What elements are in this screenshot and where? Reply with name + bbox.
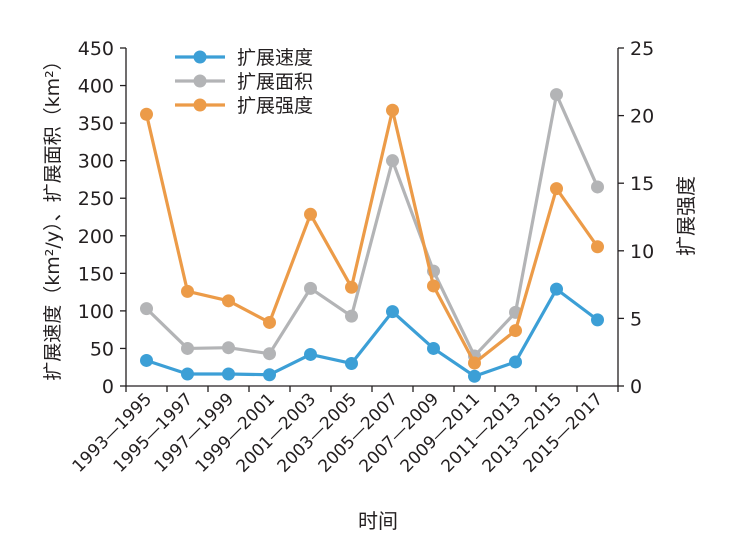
legend-label: 扩展面积 <box>237 71 313 93</box>
data-point <box>222 341 235 355</box>
y-tick-label-right: 15 <box>630 173 654 195</box>
data-point <box>550 182 563 196</box>
data-point <box>222 294 235 308</box>
data-point <box>263 368 276 382</box>
tick-labels: 0501001502002503003504004500510152025199… <box>69 38 655 477</box>
y-axis-title-left: 扩展速度（km²/y）、扩展面积（km²） <box>42 51 64 380</box>
data-point <box>345 309 358 323</box>
data-point <box>591 240 604 254</box>
x-axis-title: 时间 <box>358 509 398 533</box>
data-point <box>386 103 399 117</box>
y-tick-label-left: 400 <box>78 76 114 98</box>
y-tick-label-left: 200 <box>78 226 114 248</box>
data-point <box>140 107 153 121</box>
axes <box>120 47 624 392</box>
y-tick-label-left: 100 <box>78 301 114 323</box>
data-point <box>140 302 153 316</box>
legend-label: 扩展速度 <box>237 47 313 69</box>
data-point <box>222 367 235 381</box>
data-point <box>140 353 153 367</box>
data-point <box>181 284 194 298</box>
data-point <box>550 88 563 102</box>
data-point <box>263 315 276 329</box>
y-tick-label-left: 250 <box>78 188 114 210</box>
y-axis-title-right: 扩展强度 <box>674 176 698 256</box>
y-tick-label-left: 450 <box>78 38 114 60</box>
y-tick-label-left: 350 <box>78 113 114 135</box>
data-point <box>304 347 317 361</box>
series-line <box>144 108 599 365</box>
y-tick-label-right: 10 <box>630 241 654 263</box>
legend-swatch-marker <box>193 50 207 64</box>
y-tick-label-right: 25 <box>630 38 654 60</box>
data-point <box>427 279 440 293</box>
y-tick-label-left: 50 <box>90 338 114 360</box>
data-point <box>345 356 358 370</box>
data-point <box>386 305 399 319</box>
legend-label: 扩展强度 <box>237 95 313 117</box>
data-point <box>427 341 440 355</box>
series-line <box>145 287 599 378</box>
data-point <box>386 154 399 168</box>
data-point <box>304 281 317 295</box>
data-point <box>181 367 194 381</box>
data-point <box>468 356 481 370</box>
data-point <box>345 280 358 294</box>
data-point <box>181 341 194 355</box>
data-point <box>591 313 604 327</box>
data-point <box>304 207 317 221</box>
y-tick-label-left: 300 <box>78 151 114 173</box>
data-point <box>468 369 481 383</box>
series-layer <box>140 88 604 383</box>
y-tick-label-right: 20 <box>630 106 654 128</box>
y-tick-label-left: 150 <box>78 263 114 285</box>
data-point <box>509 355 522 369</box>
data-point <box>591 180 604 194</box>
y-tick-label-left: 0 <box>102 376 114 398</box>
data-point <box>509 324 522 338</box>
legend-swatch-marker <box>193 98 207 112</box>
series-line <box>145 92 599 358</box>
data-point <box>550 282 563 296</box>
y-tick-label-right: 5 <box>630 308 642 330</box>
data-point <box>263 347 276 361</box>
y-tick-label-right: 0 <box>630 376 642 398</box>
legend-swatch-marker <box>193 74 207 88</box>
